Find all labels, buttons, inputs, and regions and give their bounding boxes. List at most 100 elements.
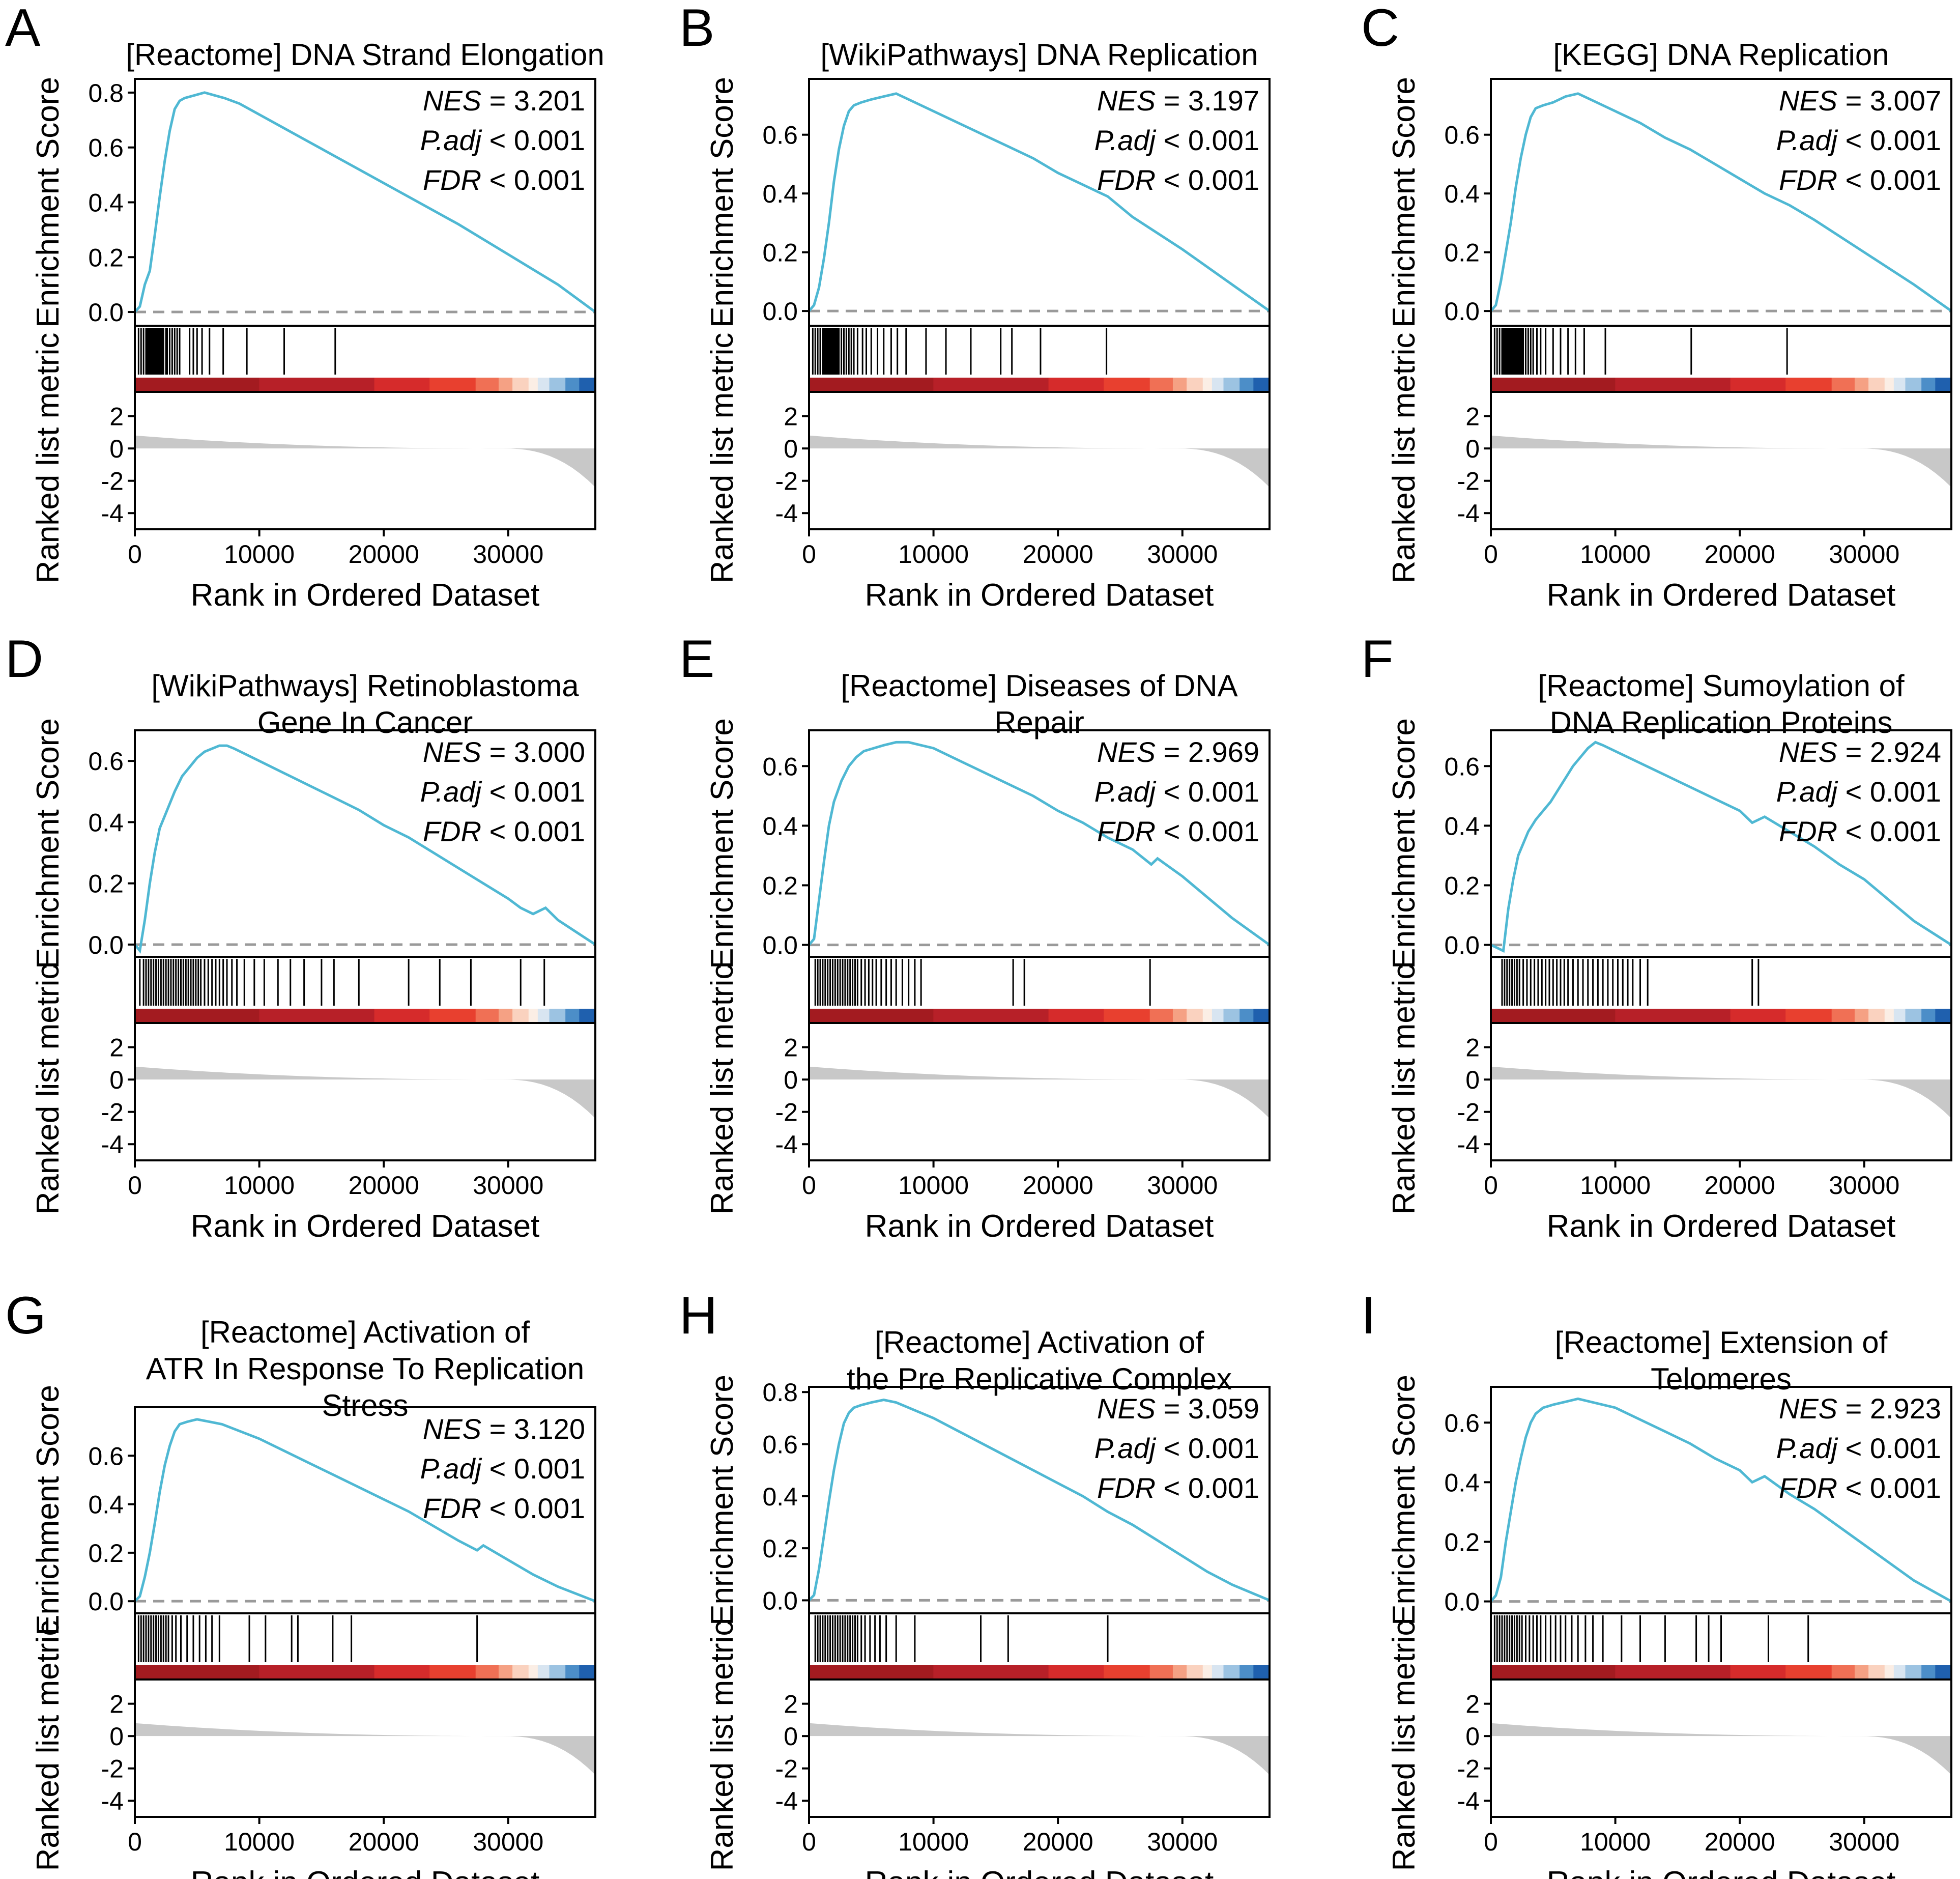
- stat-line: FDR < 0.001: [1779, 1472, 1941, 1504]
- metric-tick-label: -4: [101, 1787, 124, 1815]
- metric-tick-label: -2: [775, 467, 798, 496]
- stat-line: FDR < 0.001: [1097, 164, 1259, 196]
- stat-line: P.adj < 0.001: [1776, 1432, 1941, 1464]
- stat-line: P.adj < 0.001: [1094, 1432, 1259, 1464]
- y-tick-label: 0.0: [1444, 931, 1480, 960]
- stat-line: NES = 3.120: [423, 1413, 585, 1445]
- rank-heat-cell: [1921, 1665, 1936, 1679]
- panel-c: C [KEGG] DNA Replication 0.0 0.2 0.4 0.6 2 0 -2 -…: [1361, 0, 1952, 613]
- stat-line: FDR < 0.001: [423, 164, 585, 196]
- x-tick-label: 30000: [1829, 540, 1899, 568]
- rank-heat-cell: [1202, 1665, 1213, 1679]
- rank-heat-cell: [374, 1665, 430, 1679]
- x-axis-label: Rank in Ordered Dataset: [865, 578, 1214, 613]
- panel-title: [KEGG] DNA Replication: [1553, 38, 1889, 72]
- rank-heat-cell: [512, 378, 529, 392]
- rank-heat-cell: [1240, 1665, 1254, 1679]
- x-axis-label: Rank in Ordered Dataset: [191, 1865, 540, 1879]
- panel-letter: E: [679, 630, 714, 689]
- panel-title: ATR In Response To Replication: [146, 1352, 585, 1386]
- panel-title: [Reactome] Activation of: [875, 1325, 1204, 1359]
- panel-letter: I: [1361, 1286, 1376, 1345]
- stat-line: P.adj < 0.001: [420, 1453, 585, 1485]
- stat-line: FDR < 0.001: [423, 1492, 585, 1524]
- x-tick-label: 20000: [1023, 540, 1093, 568]
- stat-line: NES = 3.007: [1779, 84, 1941, 117]
- metric-tick-label: 2: [1465, 1034, 1480, 1062]
- panel-title: [WikiPathways] DNA Replication: [820, 38, 1258, 72]
- y-tick-label: 0.2: [88, 243, 124, 272]
- rank-heat-cell: [537, 1009, 550, 1023]
- rank-heat-cell: [1884, 1665, 1894, 1679]
- rank-heat-cell: [1104, 378, 1150, 392]
- rank-heat-cell: [1048, 1009, 1104, 1023]
- ranked-metric-area: [809, 435, 1270, 488]
- panel-letter: B: [679, 0, 714, 58]
- y-tick-label: 0.6: [762, 752, 798, 781]
- x-tick-label: 30000: [1829, 1171, 1899, 1200]
- y-tick-label: 0.2: [762, 871, 798, 900]
- y-tick-label: 0.6: [88, 134, 124, 162]
- y-tick-label: 0.8: [762, 1378, 798, 1407]
- metric-tick-label: -4: [775, 1787, 798, 1815]
- x-tick-label: 10000: [898, 1171, 969, 1200]
- rank-heat-cell: [1935, 378, 1952, 392]
- metric-frame: [1490, 391, 1952, 530]
- stat-line: P.adj < 0.001: [420, 124, 585, 156]
- x-tick-label: 0: [1484, 1171, 1498, 1200]
- enrichment-curve: [808, 92, 1271, 312]
- rank-heat-cell: [1187, 1665, 1203, 1679]
- enrichment-curve: [808, 1399, 1270, 1602]
- rank-heat-cell: [1615, 1665, 1731, 1679]
- rank-heat-cell: [809, 1665, 934, 1679]
- stat-line: P.adj < 0.001: [1094, 776, 1259, 808]
- rank-heat-cell: [537, 1665, 550, 1679]
- metric-tick-label: -4: [775, 1130, 798, 1159]
- y-axis-label: Enrichment Score: [705, 1375, 740, 1626]
- stat-line: P.adj < 0.001: [1094, 124, 1259, 156]
- metric-tick-label: -2: [101, 467, 124, 496]
- metric-tick-label: 0: [784, 435, 798, 463]
- metric-axis-label: Ranked list metric: [31, 1620, 66, 1871]
- rank-heat-cell: [1253, 378, 1270, 392]
- rank-heat-cell: [1921, 378, 1936, 392]
- rank-heat-cell: [549, 1009, 566, 1023]
- rank-heat-cell: [549, 378, 566, 392]
- enrichment-curve: [134, 1418, 596, 1603]
- rank-heat-cell: [1893, 1665, 1906, 1679]
- x-tick-label: 20000: [1023, 1828, 1093, 1856]
- rank-heat-cell: [1831, 1665, 1855, 1679]
- metric-frame: [808, 391, 1271, 530]
- rank-heat-cell: [429, 378, 476, 392]
- rank-heat-cell: [1854, 1009, 1869, 1023]
- x-axis-label: Rank in Ordered Dataset: [1547, 1865, 1896, 1879]
- panel-a: A [Reactome] DNA Strand Elongation 0.0 0.2 0…: [5, 0, 604, 613]
- metric-axis-label: Ranked list metric: [1387, 964, 1422, 1215]
- stat-line: P.adj < 0.001: [420, 776, 585, 808]
- rank-heat-cell: [809, 378, 934, 392]
- stat-line: FDR < 0.001: [1779, 815, 1941, 847]
- x-tick-label: 10000: [224, 540, 295, 568]
- metric-tick-label: -2: [775, 1755, 798, 1783]
- panel-letter: D: [5, 630, 43, 689]
- rank-heat-cell: [1172, 1665, 1187, 1679]
- panel-letter: F: [1361, 630, 1394, 689]
- stat-line: NES = 3.197: [1097, 84, 1259, 117]
- y-tick-label: 0.4: [1444, 1468, 1480, 1497]
- stat-line: NES = 2.924: [1779, 736, 1941, 768]
- rank-heat-cell: [1104, 1665, 1150, 1679]
- rank-heat-cell: [512, 1665, 529, 1679]
- rank-heat-cell: [1935, 1665, 1952, 1679]
- metric-tick-label: 0: [784, 1722, 798, 1751]
- metric-tick-label: 0: [109, 1066, 124, 1094]
- rank-heat-cell: [498, 378, 513, 392]
- rank-heat-cell: [498, 1009, 513, 1023]
- rank-heat-cell: [1615, 1009, 1731, 1023]
- x-tick-label: 20000: [1705, 540, 1775, 568]
- metric-axis-label: Ranked list metric: [31, 964, 66, 1215]
- rank-heat-cell: [565, 378, 580, 392]
- x-tick-label: 30000: [473, 540, 543, 568]
